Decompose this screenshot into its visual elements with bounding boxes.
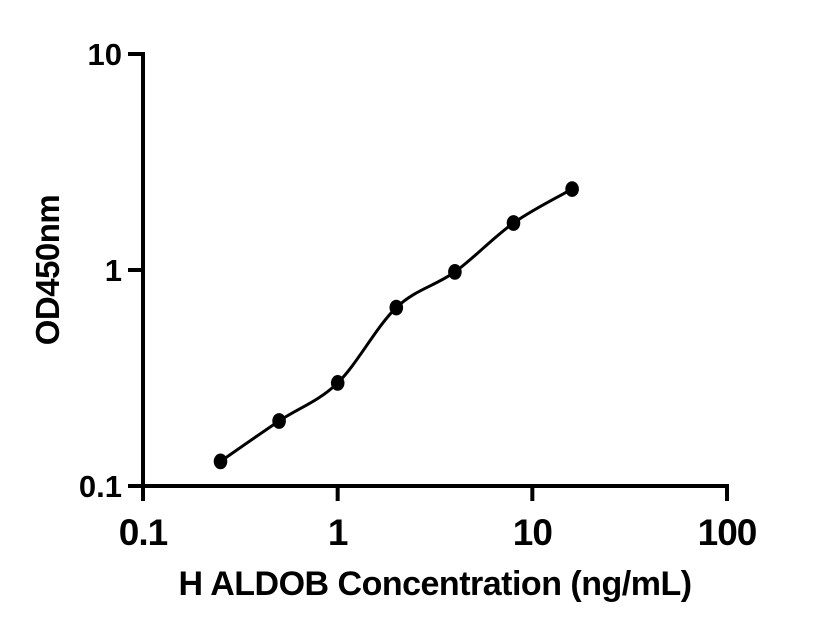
y-tick-label: 10: [88, 37, 122, 72]
data-point: [506, 215, 521, 231]
data-point: [448, 264, 462, 280]
data-point: [213, 453, 228, 470]
y-tick-label: 1: [105, 253, 122, 288]
x-tick-label: 100: [698, 512, 757, 553]
data-point: [272, 413, 286, 429]
data-point: [330, 375, 345, 391]
y-axis-title: OD450nm: [29, 194, 66, 346]
data-point: [565, 181, 579, 198]
x-tick-label: 10: [513, 512, 553, 553]
x-tick-label: 1: [328, 512, 348, 553]
x-tick-label: 0.1: [119, 512, 168, 553]
y-tick-label: 0.1: [79, 469, 122, 504]
x-axis-title: H ALDOB Concentration (ng/mL): [178, 565, 692, 603]
data-point: [389, 299, 404, 316]
